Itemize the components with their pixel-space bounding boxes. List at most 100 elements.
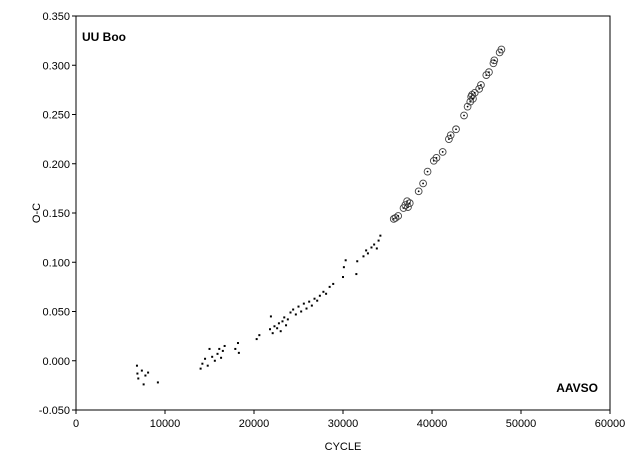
data-point — [362, 255, 365, 258]
data-point-circled — [438, 148, 447, 156]
star-name-label: UU Boo — [82, 30, 126, 44]
data-point — [332, 282, 335, 285]
data-point — [211, 355, 214, 358]
y-tick-label: 0.300 — [42, 60, 70, 72]
data-point-circled — [446, 131, 455, 140]
y-tick-label: 0.200 — [42, 159, 70, 171]
data-point — [305, 307, 308, 310]
data-point — [283, 316, 286, 319]
data-point — [223, 344, 226, 347]
data-point — [379, 234, 382, 237]
x-axis: 0 10000 20000 30000 40000 50000 60000 — [73, 410, 625, 430]
data-point — [316, 299, 319, 302]
data-point-circled — [485, 68, 493, 76]
x-tick-label: 10000 — [150, 418, 181, 430]
data-point-circled — [469, 94, 477, 103]
data-point — [302, 302, 305, 305]
data-point — [370, 246, 373, 249]
data-point — [375, 247, 378, 250]
data-point — [292, 308, 295, 311]
source-label: AAVSO — [556, 381, 598, 395]
y-axis: -0.050 0.000 0.050 0.100 0.150 0.200 0.250 0.30… — [39, 11, 76, 417]
data-point-circled — [490, 56, 499, 65]
data-point — [137, 377, 140, 380]
x-tick-label: 50000 — [506, 418, 537, 430]
data-point — [308, 300, 311, 303]
data-point — [276, 327, 279, 330]
data-point — [269, 315, 272, 318]
data-point — [285, 324, 288, 327]
data-point — [273, 325, 276, 328]
data-point — [366, 252, 369, 255]
data-point-circled — [477, 81, 485, 89]
data-point — [147, 371, 150, 374]
data-point — [318, 294, 321, 297]
data-point-circled — [470, 88, 479, 97]
y-axis-title: O-C — [31, 203, 43, 223]
data-point — [140, 369, 143, 372]
data-point — [208, 347, 211, 350]
data-point — [269, 328, 272, 331]
data-point — [201, 362, 204, 365]
y-tick-label: -0.050 — [39, 405, 70, 417]
data-point — [286, 318, 289, 321]
data-point — [218, 347, 221, 350]
data-point — [322, 290, 325, 293]
data-point — [281, 320, 284, 323]
data-point — [310, 304, 313, 307]
data-points — [135, 45, 506, 386]
data-point — [328, 285, 331, 288]
data-point — [213, 359, 216, 362]
data-point — [237, 351, 240, 354]
data-point — [342, 276, 344, 279]
data-point — [365, 249, 368, 252]
x-tick-label: 0 — [73, 418, 79, 430]
data-point — [377, 239, 380, 242]
y-tick-label: 0.100 — [42, 257, 70, 269]
data-point — [313, 297, 316, 300]
data-point — [258, 334, 261, 337]
data-point-circled — [463, 102, 472, 111]
data-point — [325, 292, 328, 295]
data-point — [342, 266, 345, 269]
x-axis-title: CYCLE — [325, 441, 362, 453]
data-point — [216, 352, 219, 355]
data-point-circled — [497, 45, 506, 54]
y-tick-label: 0.000 — [42, 356, 70, 368]
data-point — [289, 311, 292, 314]
data-point — [236, 342, 239, 345]
data-point — [279, 330, 282, 333]
data-point — [206, 364, 209, 367]
data-point — [221, 349, 224, 352]
y-tick-label: 0.050 — [42, 307, 70, 319]
data-point — [356, 260, 359, 263]
x-tick-label: 40000 — [417, 418, 448, 430]
data-point — [297, 305, 300, 308]
y-tick-label: 0.250 — [42, 110, 70, 122]
data-point — [255, 338, 258, 341]
data-point — [199, 367, 202, 370]
data-point — [136, 372, 139, 375]
data-point-circled — [432, 153, 441, 162]
data-point — [300, 310, 303, 313]
y-tick-label: 0.150 — [42, 208, 70, 220]
data-point — [277, 322, 280, 325]
plot-area — [75, 15, 611, 411]
data-point-circled — [419, 179, 427, 188]
data-point — [373, 243, 376, 246]
data-point — [344, 259, 347, 262]
data-point — [271, 332, 274, 335]
data-point-circled — [423, 167, 432, 176]
data-point-circled — [394, 212, 403, 220]
x-tick-label: 60000 — [595, 418, 626, 430]
data-point — [234, 347, 237, 350]
data-point — [156, 381, 159, 384]
data-point — [355, 273, 358, 276]
data-point-circled — [414, 187, 423, 196]
data-point — [144, 374, 147, 377]
data-point-circled — [460, 111, 468, 120]
data-point — [220, 356, 223, 359]
x-tick-label: 30000 — [328, 418, 359, 430]
data-point — [142, 383, 145, 386]
